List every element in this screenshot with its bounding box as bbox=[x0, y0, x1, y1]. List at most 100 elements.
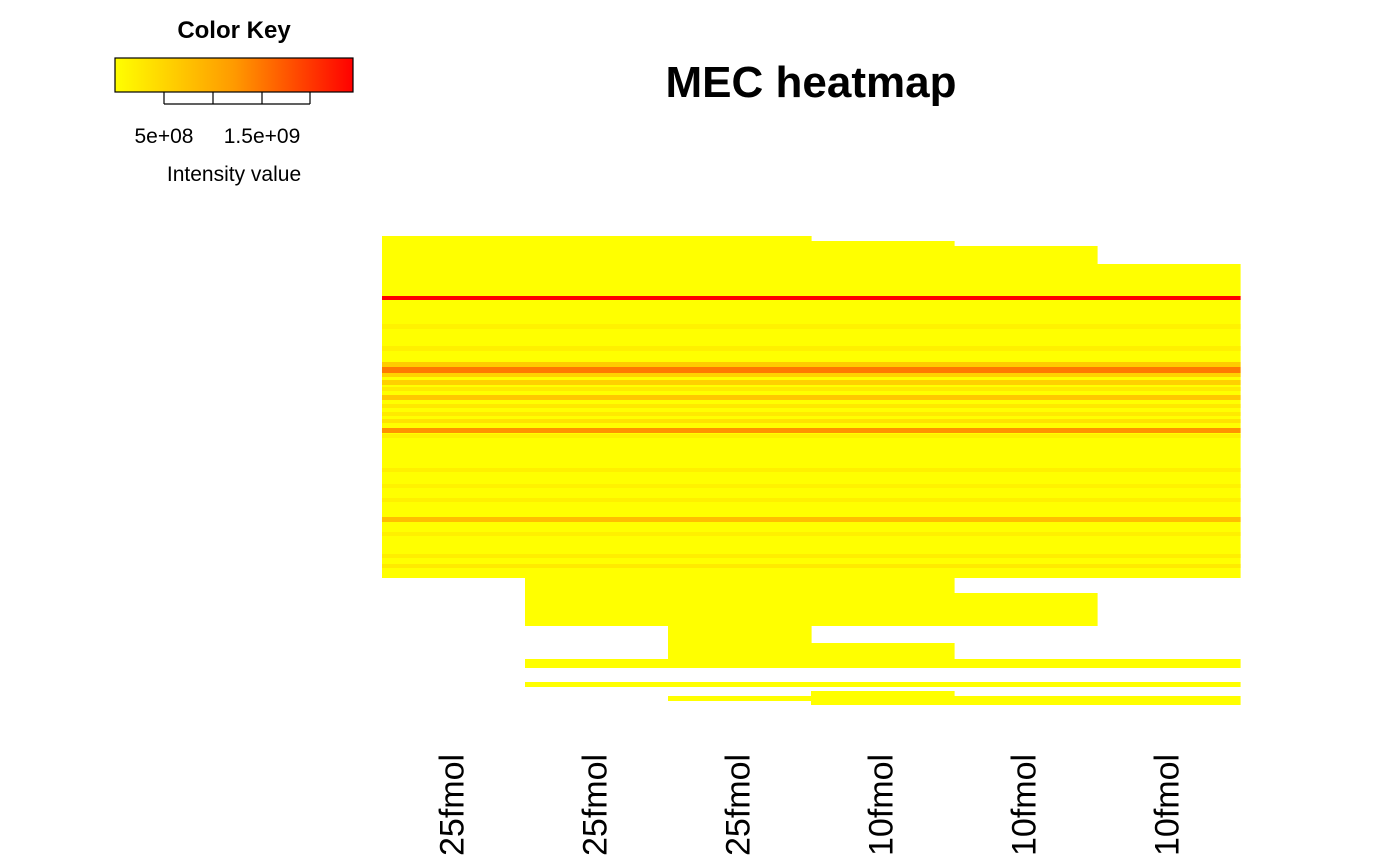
heatmap-cell bbox=[668, 412, 812, 416]
heatmap-cell bbox=[811, 404, 955, 408]
heatmap-cell bbox=[668, 498, 812, 502]
heatmap-cell bbox=[382, 346, 526, 351]
heatmap-cell bbox=[811, 412, 955, 416]
heatmap-cell bbox=[382, 428, 526, 433]
heatmap-cell bbox=[1097, 296, 1241, 300]
heatmap-cell bbox=[1097, 696, 1241, 705]
heatmap-cell bbox=[668, 468, 812, 472]
heatmap-cell bbox=[668, 626, 812, 659]
color-key-tick-label: 5e+08 bbox=[135, 125, 194, 148]
heatmap-cell bbox=[954, 554, 1098, 558]
heatmap-cell bbox=[954, 532, 1098, 536]
heatmap-cell bbox=[382, 484, 526, 488]
heatmap-cell bbox=[525, 404, 669, 408]
heatmap-cell bbox=[1097, 554, 1241, 558]
heatmap-cell bbox=[668, 367, 812, 373]
heatmap-cell bbox=[954, 324, 1098, 329]
heatmap-cell bbox=[1097, 412, 1241, 416]
heatmap-cell bbox=[1097, 434, 1241, 438]
chart-title: MEC heatmap bbox=[666, 58, 957, 107]
heatmap-cell bbox=[811, 324, 955, 329]
heatmap-cell bbox=[525, 484, 669, 488]
heatmap-cell bbox=[525, 682, 669, 687]
heatmap-cell bbox=[811, 682, 955, 687]
heatmap-cell bbox=[668, 373, 812, 377]
heatmap-cell bbox=[382, 296, 526, 300]
heatmap-cell bbox=[668, 484, 812, 488]
heatmap-cell bbox=[525, 564, 669, 568]
heatmap-cell bbox=[525, 373, 669, 377]
heatmap-cell bbox=[954, 387, 1098, 391]
heatmap-cell bbox=[668, 346, 812, 351]
heatmap-cell bbox=[668, 428, 812, 433]
heatmap-cell bbox=[668, 696, 812, 701]
heatmap-cell bbox=[525, 380, 669, 385]
heatmap-cell bbox=[954, 564, 1098, 568]
heatmap-cell bbox=[525, 532, 669, 536]
heatmap-cell bbox=[811, 554, 955, 558]
column-label: 10fmol bbox=[1006, 754, 1044, 856]
heatmap-cell bbox=[811, 484, 955, 488]
heatmap-cell bbox=[954, 395, 1098, 400]
heatmap-cell bbox=[1097, 373, 1241, 377]
color-key: Color Key 5e+08 1.5e+09 Intensity value bbox=[114, 17, 354, 186]
heatmap-cell bbox=[382, 373, 526, 377]
heatmap-cell bbox=[668, 404, 812, 408]
heatmap-cell bbox=[954, 296, 1098, 300]
heatmap-cell bbox=[1097, 484, 1241, 488]
heatmap-cell bbox=[811, 419, 955, 423]
heatmap-cell bbox=[382, 498, 526, 502]
heatmap-cell bbox=[811, 296, 955, 300]
heatmap-cell bbox=[1097, 387, 1241, 391]
heatmap-cell bbox=[525, 387, 669, 391]
heatmap-cell bbox=[668, 395, 812, 400]
heatmap-cell bbox=[954, 346, 1098, 351]
heatmap-cell bbox=[382, 395, 526, 400]
heatmap-cell bbox=[811, 241, 955, 578]
heatmap-cell bbox=[525, 659, 669, 668]
heatmap-cell bbox=[668, 324, 812, 329]
heatmap-cell bbox=[811, 468, 955, 472]
heatmap-cell bbox=[1097, 404, 1241, 408]
heatmap-cell bbox=[811, 373, 955, 377]
heatmap-cell bbox=[1097, 367, 1241, 373]
heatmap-cell bbox=[668, 564, 812, 568]
heatmap-cell bbox=[954, 517, 1098, 522]
heatmap-cell bbox=[525, 419, 669, 423]
heatmap-cell bbox=[525, 395, 669, 400]
heatmap-cell bbox=[525, 578, 669, 626]
heatmap-cell bbox=[668, 419, 812, 423]
heatmap-cell bbox=[954, 468, 1098, 472]
heatmap-cell bbox=[668, 387, 812, 391]
heatmap-cell bbox=[1097, 428, 1241, 433]
heatmap-cell bbox=[525, 468, 669, 472]
heatmap-cell bbox=[382, 387, 526, 391]
heatmap-cell bbox=[668, 659, 812, 668]
heatmap-cell bbox=[1097, 517, 1241, 522]
heatmap-cell bbox=[811, 498, 955, 502]
heatmap-cell bbox=[811, 517, 955, 522]
heatmap-cell bbox=[668, 434, 812, 438]
heatmap-cell bbox=[382, 367, 526, 373]
heatmap-cell bbox=[954, 498, 1098, 502]
heatmap-cell bbox=[1097, 419, 1241, 423]
heatmap-cell bbox=[811, 428, 955, 433]
heatmap-cell bbox=[954, 419, 1098, 423]
heatmap-cell bbox=[668, 362, 812, 367]
heatmap-cell bbox=[811, 434, 955, 438]
heatmap-cell bbox=[668, 578, 812, 626]
heatmap-cell bbox=[525, 554, 669, 558]
heatmap-cell bbox=[811, 643, 955, 659]
heatmap-cell bbox=[811, 564, 955, 568]
heatmap-cell bbox=[382, 419, 526, 423]
heatmap-cells bbox=[382, 236, 1241, 705]
heatmap-cell bbox=[954, 404, 1098, 408]
heatmap-cell bbox=[382, 434, 526, 438]
heatmap-cell bbox=[954, 696, 1098, 705]
heatmap-cell bbox=[954, 659, 1098, 668]
column-label: 25fmol bbox=[720, 754, 758, 856]
heatmap-cell bbox=[525, 362, 669, 367]
heatmap-cell bbox=[1097, 532, 1241, 536]
heatmap-cell bbox=[668, 554, 812, 558]
heatmap-cell bbox=[525, 498, 669, 502]
